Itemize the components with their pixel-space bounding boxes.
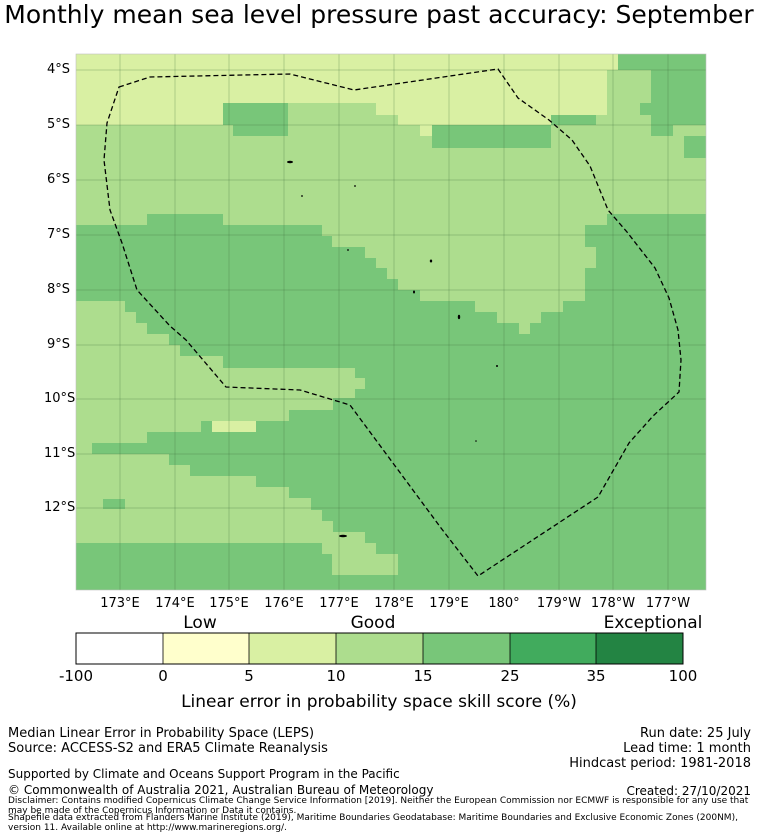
skill-region-10-15-south [76, 454, 398, 575]
colorbar-segment-25-35 [510, 633, 596, 664]
colorbar-segment-10-15 [336, 633, 423, 664]
colorbar-title: Linear error in probability space skill … [181, 692, 577, 712]
created-text: Created: 27/10/2021 [626, 784, 751, 798]
skill-map [76, 54, 706, 590]
lat-label: 8°S [46, 282, 70, 297]
lat-label: 11°S [44, 446, 76, 461]
skill-region-5-10-patch [212, 421, 256, 432]
colorbar-segment-5-10 [249, 633, 336, 664]
method-text: Median Linear Error in Probability Space… [8, 726, 315, 741]
lon-label: 179°W [536, 596, 582, 611]
colorbar-segment-35-100 [596, 633, 683, 664]
skill-region-10-15-west [76, 301, 365, 454]
lat-label: 9°S [46, 337, 70, 352]
hindcast-text: Hindcast period: 1981-2018 [569, 756, 751, 771]
lon-label: 173°E [100, 596, 140, 611]
colorbar-tick: 35 [586, 667, 606, 685]
colorbar-tick: 5 [244, 667, 254, 685]
lat-label: 7°S [46, 227, 70, 242]
lat-label: 12°S [44, 500, 76, 515]
eez-boundary-line [103, 68, 682, 577]
colorbar-segment-0-5 [163, 633, 249, 664]
colorbar-tick: 10 [326, 667, 346, 685]
lon-label: 178°W [590, 596, 636, 611]
colorbar-category-good: Good [350, 613, 396, 633]
colorbar-segment-low [76, 633, 163, 664]
lat-label: 10°S [44, 391, 76, 406]
skill-region-15-25-patch [103, 499, 125, 509]
lon-label: 179°E [429, 596, 469, 611]
support-text: Supported by Climate and Oceans Support … [8, 767, 400, 781]
copyright-text: © Commonwealth of Australia 2021, Austra… [8, 783, 434, 797]
lat-label: 5°S [46, 117, 70, 132]
disclaimer-text: Disclaimer: Contains modified Copernicus… [8, 796, 749, 816]
gridlines [76, 54, 706, 590]
colorbar [75, 632, 684, 665]
colorbar-segment-15-25 [423, 633, 510, 664]
map-frame [75, 53, 707, 591]
islands [287, 160, 498, 538]
skill-region-15-25-right2 [651, 103, 673, 136]
colorbar-tick: 100 [668, 667, 698, 685]
colorbar-category-low: Low [183, 613, 217, 633]
colorbar-tick: 25 [500, 667, 520, 685]
lead-time-text: Lead time: 1 month [623, 741, 751, 756]
lon-label: 176°E [264, 596, 304, 611]
lat-label: 6°S [46, 172, 70, 187]
skill-region-15-25-right [684, 136, 706, 158]
colorbar-tick: 0 [158, 667, 168, 685]
shapefile-credit-text: Shapefile data extracted from Flanders M… [8, 813, 738, 833]
colorbar-tick: 15 [413, 667, 433, 685]
run-date-text: Run date: 25 July [640, 726, 751, 741]
lat-label: 4°S [46, 62, 70, 77]
lon-label: 177°E [319, 596, 359, 611]
source-text: Source: ACCESS-S2 and ERA5 Climate Reana… [8, 741, 328, 756]
colorbar-tick: -100 [58, 667, 94, 685]
lon-label: 180° [488, 596, 520, 611]
lon-label: 178°E [374, 596, 414, 611]
skill-region-5-10-north [76, 54, 618, 148]
lon-label: 177°W [645, 596, 691, 611]
skill-region-10-15-belt [76, 70, 706, 334]
colorbar-category-exceptional: Exceptional [603, 613, 703, 633]
lon-label: 174°E [155, 596, 195, 611]
map-title: Monthly mean sea level pressure past acc… [4, 0, 754, 29]
lon-label: 175°E [209, 596, 249, 611]
